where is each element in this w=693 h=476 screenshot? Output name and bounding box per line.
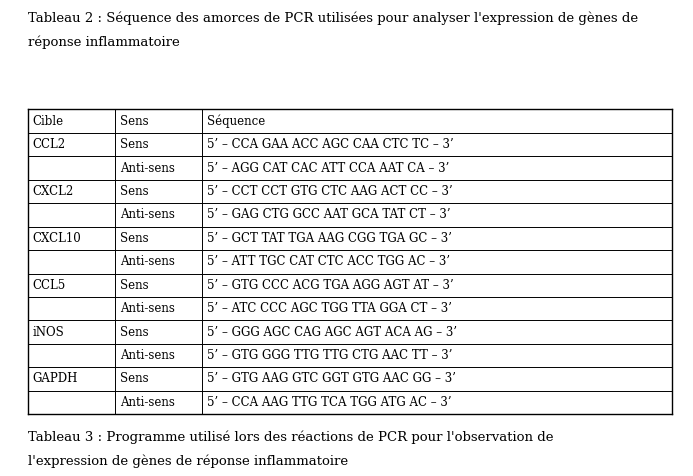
Text: Anti-sens: Anti-sens	[120, 302, 175, 315]
Text: CCL2: CCL2	[33, 138, 66, 151]
Text: 5’ – GAG CTG GCC AAT GCA TAT CT – 3’: 5’ – GAG CTG GCC AAT GCA TAT CT – 3’	[207, 208, 450, 221]
Text: 5’ – GGG AGC CAG AGC AGT ACA AG – 3’: 5’ – GGG AGC CAG AGC AGT ACA AG – 3’	[207, 326, 457, 338]
Text: Cible: Cible	[33, 115, 64, 128]
Text: Anti-sens: Anti-sens	[120, 161, 175, 175]
Text: l'expression de gènes de réponse inflammatoire: l'expression de gènes de réponse inflamm…	[28, 455, 348, 468]
Text: GAPDH: GAPDH	[33, 372, 78, 386]
Text: Anti-sens: Anti-sens	[120, 255, 175, 268]
Text: 5’ – CCA AAG TTG TCA TGG ATG AC – 3’: 5’ – CCA AAG TTG TCA TGG ATG AC – 3’	[207, 396, 451, 409]
Text: Sens: Sens	[120, 138, 148, 151]
Text: Sens: Sens	[120, 326, 148, 338]
Text: CCL5: CCL5	[33, 279, 66, 292]
Text: Sens: Sens	[120, 232, 148, 245]
Text: Séquence: Séquence	[207, 114, 265, 128]
Text: Sens: Sens	[120, 115, 148, 128]
Text: 5’ – ATC CCC AGC TGG TTA GGA CT – 3’: 5’ – ATC CCC AGC TGG TTA GGA CT – 3’	[207, 302, 452, 315]
Text: 5’ – GCT TAT TGA AAG CGG TGA GC – 3’: 5’ – GCT TAT TGA AAG CGG TGA GC – 3’	[207, 232, 452, 245]
Text: Sens: Sens	[120, 185, 148, 198]
Text: Anti-sens: Anti-sens	[120, 349, 175, 362]
Text: CXCL10: CXCL10	[33, 232, 81, 245]
Text: Tableau 3 : Programme utilisé lors des réactions de PCR pour l'observation de: Tableau 3 : Programme utilisé lors des r…	[28, 431, 553, 444]
Text: 5’ – GTG CCC ACG TGA AGG AGT AT – 3’: 5’ – GTG CCC ACG TGA AGG AGT AT – 3’	[207, 279, 453, 292]
Text: iNOS: iNOS	[33, 326, 64, 338]
Text: Tableau 2 : Séquence des amorces de PCR utilisées pour analyser l'expression de : Tableau 2 : Séquence des amorces de PCR …	[28, 12, 638, 25]
Text: 5’ – AGG CAT CAC ATT CCA AAT CA – 3’: 5’ – AGG CAT CAC ATT CCA AAT CA – 3’	[207, 161, 449, 175]
Text: Anti-sens: Anti-sens	[120, 208, 175, 221]
Text: 5’ – ATT TGC CAT CTC ACC TGG AC – 3’: 5’ – ATT TGC CAT CTC ACC TGG AC – 3’	[207, 255, 450, 268]
Text: Anti-sens: Anti-sens	[120, 396, 175, 409]
Text: CXCL2: CXCL2	[33, 185, 74, 198]
Text: 5’ – GTG GGG TTG TTG CTG AAC TT – 3’: 5’ – GTG GGG TTG TTG CTG AAC TT – 3’	[207, 349, 452, 362]
Text: 5’ – CCT CCT GTG CTC AAG ACT CC – 3’: 5’ – CCT CCT GTG CTC AAG ACT CC – 3’	[207, 185, 453, 198]
Text: Sens: Sens	[120, 279, 148, 292]
Text: 5’ – CCA GAA ACC AGC CAA CTC TC – 3’: 5’ – CCA GAA ACC AGC CAA CTC TC – 3’	[207, 138, 453, 151]
Text: réponse inflammatoire: réponse inflammatoire	[28, 36, 179, 49]
Text: Sens: Sens	[120, 372, 148, 386]
Text: 5’ – GTG AAG GTC GGT GTG AAC GG – 3’: 5’ – GTG AAG GTC GGT GTG AAC GG – 3’	[207, 372, 455, 386]
